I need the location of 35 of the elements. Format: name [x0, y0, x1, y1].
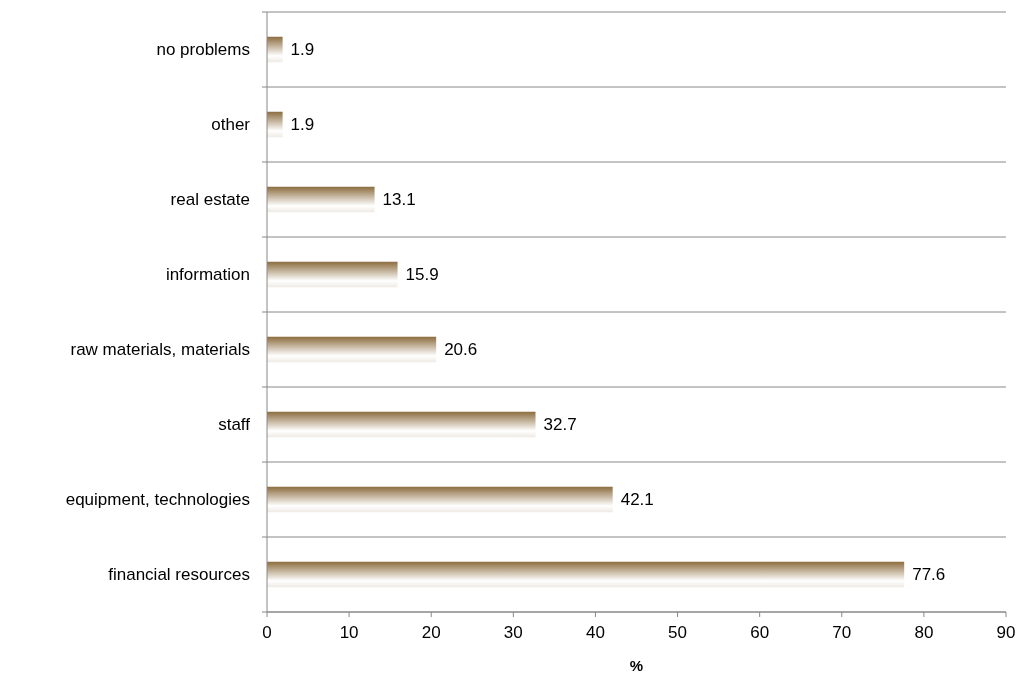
bar: [267, 336, 437, 363]
data-label: 77.6: [912, 565, 946, 585]
y-tick-label: equipment, technologies: [65, 490, 250, 510]
y-tick-label: financial resources: [108, 565, 250, 585]
data-label: 20.6: [444, 340, 478, 360]
data-label: 42.1: [620, 490, 654, 510]
x-tick-label: 10: [339, 623, 359, 642]
y-tick-label: no problems: [156, 40, 250, 60]
x-tick-label: 0: [262, 623, 272, 642]
x-tick-label: 50: [668, 623, 688, 642]
x-tick-label: 40: [585, 623, 605, 642]
bar: [267, 261, 398, 288]
x-tick-label: 70: [832, 623, 852, 642]
y-tick-label: staff: [218, 415, 251, 435]
data-label: 32.7: [543, 415, 577, 435]
x-tick-label: 80: [914, 623, 934, 642]
bar: [267, 411, 536, 438]
y-tick-label: raw materials, materials: [70, 340, 250, 360]
bar: [267, 36, 283, 63]
x-tick-label: 30: [503, 623, 523, 642]
bar: [267, 111, 283, 138]
y-tick-label: information: [165, 265, 250, 285]
data-label: 15.9: [405, 265, 439, 285]
bar: [267, 561, 905, 588]
data-label: 13.1: [382, 190, 416, 210]
y-tick-label: other: [211, 115, 251, 135]
data-label: 1.9: [290, 40, 315, 60]
bar: [267, 186, 375, 213]
bar: [267, 486, 613, 513]
x-tick-label: 60: [750, 623, 770, 642]
data-label: 1.9: [290, 115, 315, 135]
y-tick-label: real estate: [170, 190, 250, 210]
x-tick-label: 90: [996, 623, 1016, 642]
x-axis-title: %: [629, 657, 644, 674]
x-tick-label: 20: [421, 623, 441, 642]
